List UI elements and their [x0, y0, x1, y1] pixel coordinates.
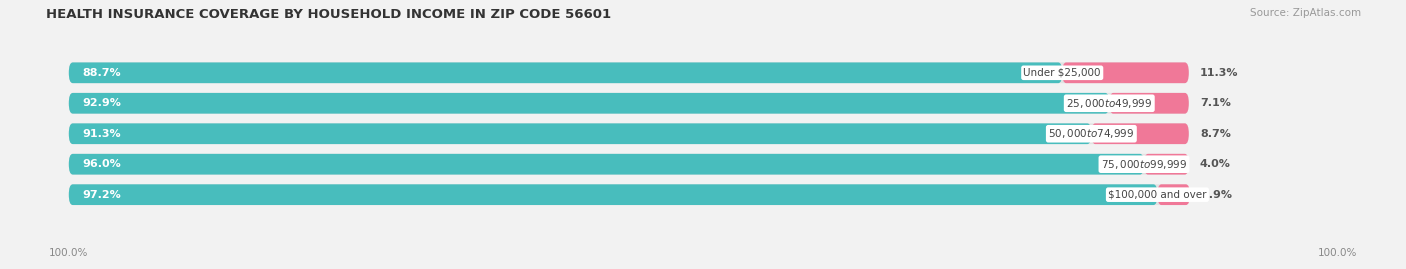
Text: Under $25,000: Under $25,000	[1024, 68, 1101, 78]
FancyBboxPatch shape	[1091, 123, 1189, 144]
FancyBboxPatch shape	[69, 184, 1189, 205]
FancyBboxPatch shape	[1144, 154, 1189, 175]
Text: 92.9%: 92.9%	[82, 98, 121, 108]
FancyBboxPatch shape	[69, 123, 1189, 144]
Text: HEALTH INSURANCE COVERAGE BY HOUSEHOLD INCOME IN ZIP CODE 56601: HEALTH INSURANCE COVERAGE BY HOUSEHOLD I…	[46, 8, 612, 21]
FancyBboxPatch shape	[69, 154, 1144, 175]
Text: 91.3%: 91.3%	[82, 129, 121, 139]
FancyBboxPatch shape	[69, 62, 1189, 83]
FancyBboxPatch shape	[69, 123, 1091, 144]
Text: 8.7%: 8.7%	[1199, 129, 1230, 139]
FancyBboxPatch shape	[1062, 62, 1189, 83]
Text: $50,000 to $74,999: $50,000 to $74,999	[1049, 127, 1135, 140]
Text: $75,000 to $99,999: $75,000 to $99,999	[1101, 158, 1187, 171]
Text: 100.0%: 100.0%	[49, 248, 89, 258]
Text: 96.0%: 96.0%	[82, 159, 121, 169]
FancyBboxPatch shape	[69, 154, 1189, 175]
Text: 7.1%: 7.1%	[1199, 98, 1230, 108]
Text: 4.0%: 4.0%	[1199, 159, 1230, 169]
Text: $25,000 to $49,999: $25,000 to $49,999	[1066, 97, 1153, 110]
Text: 97.2%: 97.2%	[82, 190, 121, 200]
FancyBboxPatch shape	[69, 93, 1189, 114]
FancyBboxPatch shape	[1157, 184, 1189, 205]
Text: 2.9%: 2.9%	[1201, 190, 1232, 200]
FancyBboxPatch shape	[69, 184, 1157, 205]
FancyBboxPatch shape	[69, 62, 1062, 83]
Text: $100,000 and over: $100,000 and over	[1108, 190, 1206, 200]
Text: 100.0%: 100.0%	[1317, 248, 1357, 258]
Text: Source: ZipAtlas.com: Source: ZipAtlas.com	[1250, 8, 1361, 18]
FancyBboxPatch shape	[69, 93, 1109, 114]
FancyBboxPatch shape	[1109, 93, 1189, 114]
Text: 88.7%: 88.7%	[82, 68, 121, 78]
Text: 11.3%: 11.3%	[1199, 68, 1239, 78]
